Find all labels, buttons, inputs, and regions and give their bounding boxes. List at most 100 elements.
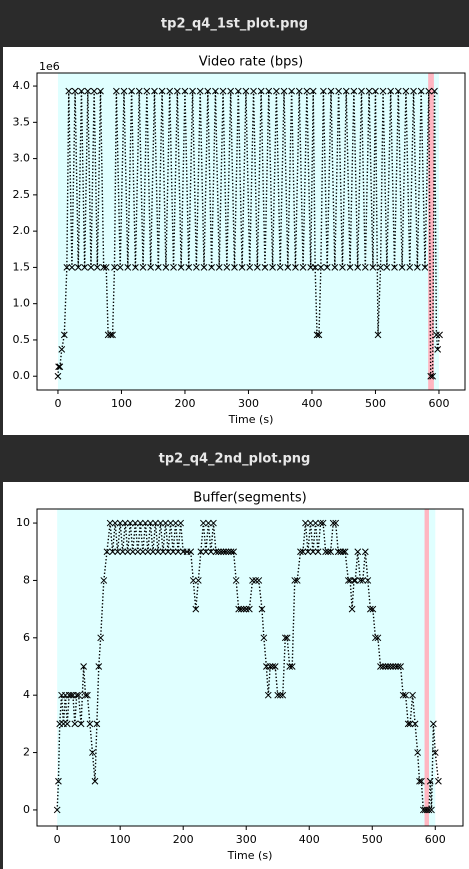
marker <box>404 720 412 728</box>
marker <box>124 548 132 556</box>
x-tick-label: 0 <box>54 397 61 410</box>
y-tick-label: 2.5 <box>13 188 31 201</box>
marker <box>417 87 425 95</box>
marker <box>151 87 158 95</box>
y-tick-label: 8 <box>23 573 30 586</box>
marker <box>359 577 367 584</box>
marker <box>185 264 193 271</box>
marker <box>358 87 365 95</box>
marker <box>82 691 89 699</box>
marker <box>249 577 256 584</box>
marker <box>173 87 181 95</box>
marker <box>304 548 312 556</box>
plot-area <box>53 509 442 826</box>
marker <box>222 548 230 556</box>
marker <box>77 720 85 728</box>
marker <box>135 87 143 95</box>
marker <box>131 519 139 527</box>
marker <box>323 264 331 271</box>
x-tick-label: 400 <box>301 397 322 410</box>
file-name: tp2_q4_1st_plot.png <box>161 17 308 32</box>
marker <box>172 519 179 527</box>
marker <box>351 577 359 584</box>
marker <box>252 577 260 584</box>
marker <box>58 346 66 353</box>
marker <box>297 548 304 556</box>
marker <box>144 548 152 556</box>
marker <box>55 777 62 785</box>
marker <box>84 691 91 699</box>
x-tick-label: 0 <box>54 833 61 846</box>
plot-area <box>54 73 443 390</box>
marker <box>279 691 287 699</box>
marker <box>187 548 195 556</box>
y-tick-label: 4 <box>23 688 30 701</box>
marker <box>311 264 319 271</box>
marker <box>238 264 246 271</box>
marker <box>288 87 295 95</box>
marker <box>307 519 314 527</box>
marker <box>361 548 369 556</box>
marker <box>166 87 174 95</box>
marker <box>416 777 423 785</box>
marker <box>192 605 200 613</box>
marker <box>220 548 227 556</box>
marker <box>205 519 212 527</box>
marker <box>341 548 349 556</box>
y-tick-label: 10 <box>16 516 30 529</box>
x-tick-label: 300 <box>236 833 257 846</box>
marker <box>435 777 442 785</box>
marker <box>369 605 377 613</box>
marker <box>230 548 237 556</box>
marker <box>379 663 387 670</box>
marker <box>210 519 217 527</box>
x-axis-label: Time (s) <box>227 849 273 862</box>
marker <box>154 264 162 271</box>
marker <box>242 605 250 613</box>
marker <box>299 548 307 556</box>
marker <box>258 605 266 613</box>
marker <box>384 663 392 670</box>
marker <box>158 87 166 95</box>
marker <box>418 777 425 785</box>
marker <box>200 519 207 527</box>
marker <box>314 548 322 556</box>
marker <box>327 87 335 95</box>
marker <box>132 264 139 271</box>
marker <box>402 87 410 95</box>
marker <box>162 264 170 271</box>
marker <box>246 605 253 613</box>
marker <box>295 87 303 95</box>
x-tick-label: 300 <box>238 397 259 410</box>
marker <box>227 548 235 556</box>
x-tick-label: 400 <box>299 833 320 846</box>
marker <box>207 548 215 556</box>
marker <box>312 519 319 527</box>
marker <box>139 264 147 271</box>
marker <box>129 548 137 556</box>
marker <box>95 663 103 670</box>
marker <box>372 634 379 642</box>
marker <box>387 663 394 670</box>
marker <box>427 372 435 380</box>
marker <box>93 720 101 728</box>
marker <box>339 548 347 556</box>
x-tick-label: 600 <box>425 833 446 846</box>
marker <box>342 87 350 95</box>
marker <box>136 519 144 527</box>
marker <box>284 264 292 271</box>
marker <box>124 264 132 271</box>
marker <box>320 87 327 95</box>
marker <box>293 577 301 584</box>
marker <box>102 264 110 271</box>
marker <box>334 548 342 556</box>
marker <box>231 264 238 271</box>
marker <box>86 720 94 728</box>
marker <box>260 634 268 642</box>
y-tick-label: 4.0 <box>13 79 31 92</box>
marker <box>250 87 257 95</box>
marker <box>202 548 210 556</box>
x-tick-label: 200 <box>173 833 194 846</box>
marker <box>68 264 76 271</box>
